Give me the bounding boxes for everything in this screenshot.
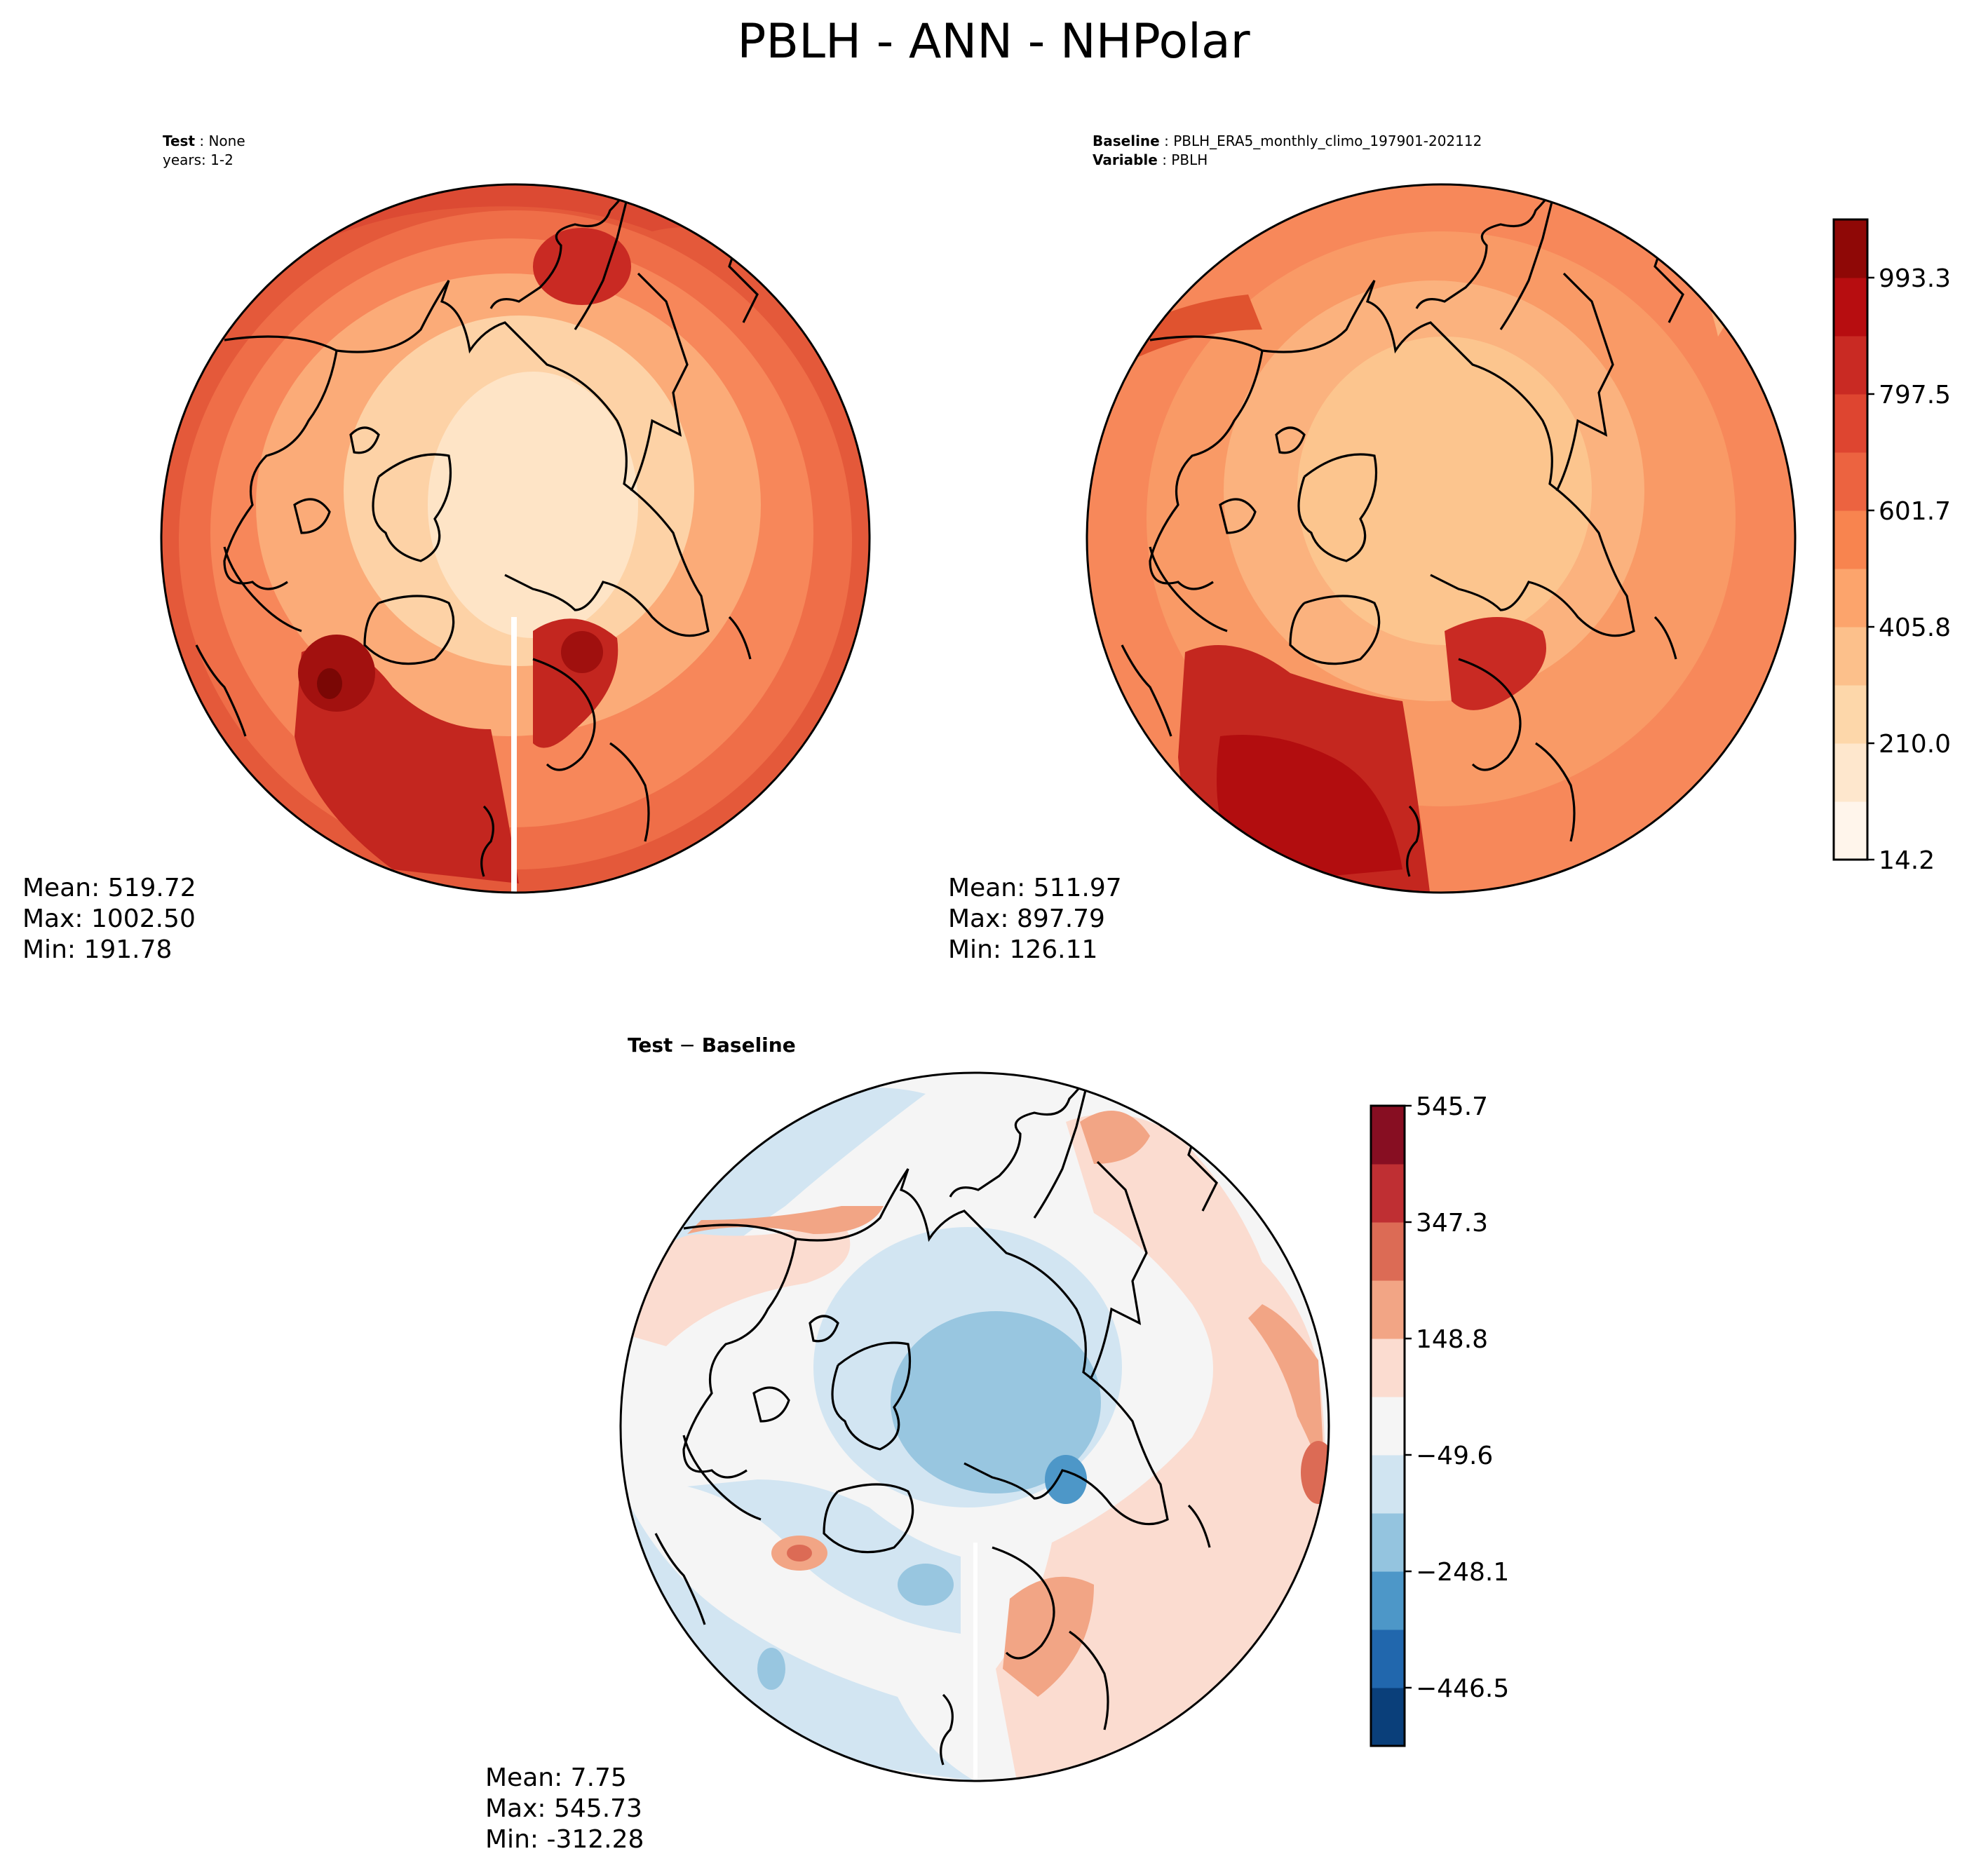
diff-colorbar-segment xyxy=(1371,1164,1405,1223)
main-colorbar-segment xyxy=(1834,801,1867,860)
baseline-label: Baseline xyxy=(1093,133,1160,149)
diff-colorbar-segment xyxy=(1371,1571,1405,1630)
test-panel: Test : None years: 1-2 xyxy=(22,133,871,964)
baseline-map-border xyxy=(1086,183,1797,894)
diff-colorbar-segment xyxy=(1371,1397,1405,1456)
main-colorbar-segment xyxy=(1834,743,1867,802)
diff-colorbar-border xyxy=(1370,1104,1406,1747)
baseline-header-line1: Baseline : PBLH_ERA5_monthly_climo_19790… xyxy=(1093,133,1482,149)
main-colorbar-segment xyxy=(1834,219,1867,278)
diff-colorbar-tick-label: 148.8 xyxy=(1416,1325,1488,1354)
diff-colorbar-segment xyxy=(1371,1222,1405,1281)
main-colorbar-segment xyxy=(1834,278,1867,337)
diff-colorbar-tick-label: 545.7 xyxy=(1416,1092,1488,1121)
test-map-border xyxy=(160,183,871,894)
main-colorbar-segment xyxy=(1834,452,1867,511)
diff-colorbar-tick-label: −49.6 xyxy=(1416,1442,1493,1470)
main-colorbar-segment xyxy=(1834,336,1867,395)
baseline-panel: Baseline : PBLH_ERA5_monthly_climo_19790… xyxy=(948,133,1797,964)
test-stat-min: Min: 191.78 xyxy=(22,935,172,964)
diff-colorbar-segment xyxy=(1371,1455,1405,1514)
variable-label: Variable xyxy=(1093,151,1158,168)
baseline-stat-mean: Mean: 511.97 xyxy=(948,874,1122,902)
diff-colorbar-tick-label: −446.5 xyxy=(1416,1674,1509,1703)
test-label-value: None xyxy=(208,133,245,149)
baseline-stat-min: Min: 126.11 xyxy=(948,935,1097,964)
main-colorbar-tick-label: 405.8 xyxy=(1879,614,1951,642)
main-colorbar-border xyxy=(1832,218,1869,861)
diff-colorbar-segment xyxy=(1371,1280,1405,1339)
main-colorbar-tick-label: 210.0 xyxy=(1879,730,1951,759)
diff-stat-min: Min: -312.28 xyxy=(485,1825,644,1854)
variable-value: PBLH xyxy=(1171,151,1208,168)
baseline-header-line2: Variable : PBLH xyxy=(1093,151,1208,168)
baseline-coastlines xyxy=(1121,184,1684,877)
main-colorbar-segment xyxy=(1834,569,1867,628)
main-colorbar-segment xyxy=(1834,627,1867,686)
diff-map xyxy=(621,1073,1329,1781)
diff-colorbar: 545.7 347.3 148.8 −49.6 −248.1 −446.5 xyxy=(1370,1092,1509,1747)
diff-map-border xyxy=(619,1071,1330,1782)
main-colorbar-segment xyxy=(1834,394,1867,453)
baseline-stat-max: Max: 897.79 xyxy=(948,904,1105,933)
main-colorbar-segment xyxy=(1834,510,1867,569)
baseline-label-value: PBLH_ERA5_monthly_climo_197901-202112 xyxy=(1173,133,1482,149)
diff-colorbar-segment xyxy=(1371,1106,1405,1165)
diff-colorbar-tick-label: −248.1 xyxy=(1416,1558,1509,1587)
diff-stat-mean: Mean: 7.75 xyxy=(485,1763,627,1792)
diff-colorbar-segment xyxy=(1371,1630,1405,1688)
main-colorbar-tick-label: 797.5 xyxy=(1879,381,1951,409)
test-map xyxy=(161,184,870,893)
test-header-line2: years: 1-2 xyxy=(163,151,234,168)
figure-title: PBLH - ANN - NHPolar xyxy=(737,14,1250,69)
diff-stat-max: Max: 545.73 xyxy=(485,1794,642,1823)
diff-colorbar-segment xyxy=(1371,1339,1405,1397)
diff-header: Test − Baseline xyxy=(628,1034,796,1057)
diff-colorbar-segment xyxy=(1371,1688,1405,1747)
test-label: Test xyxy=(163,133,195,149)
main-colorbar-segment xyxy=(1834,685,1867,744)
main-colorbar-tick-label: 601.7 xyxy=(1879,497,1951,526)
diff-panel: Test − Baseline xyxy=(485,1034,1330,1854)
main-colorbar: 14.2 210.0 405.8 601.7 797.5 993.3 xyxy=(1832,218,1951,875)
diff-colorbar-tick-label: 347.3 xyxy=(1416,1209,1488,1238)
test-header-line1: Test : None xyxy=(163,133,245,149)
main-colorbar-tick-label: 993.3 xyxy=(1879,264,1951,293)
test-stat-mean: Mean: 519.72 xyxy=(22,874,196,902)
test-stat-max: Max: 1002.50 xyxy=(22,904,196,933)
main-colorbar-tick-label: 14.2 xyxy=(1879,846,1935,875)
diff-colorbar-segment xyxy=(1371,1513,1405,1572)
baseline-map xyxy=(1087,184,1795,893)
